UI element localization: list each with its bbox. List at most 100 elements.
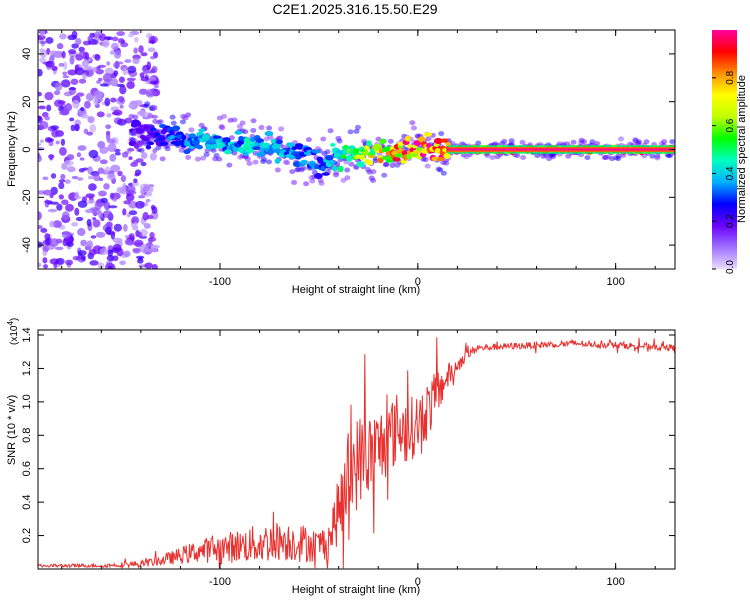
signal-mark <box>196 144 204 150</box>
noise-mark <box>102 39 110 48</box>
signal-halo-mark <box>303 181 310 187</box>
y-tick-label: 1.0 <box>21 394 33 409</box>
signal-halo-mark <box>221 113 228 119</box>
noise-mark <box>112 243 122 251</box>
x-tick-label: -100 <box>209 576 231 588</box>
noise-mark <box>105 132 111 141</box>
noise-mark <box>139 72 145 78</box>
signal-mark <box>262 142 270 148</box>
noise-mark <box>151 264 158 269</box>
noise-mark <box>104 166 111 173</box>
noise-mark <box>128 210 138 216</box>
signal-mark <box>433 137 443 145</box>
signal-mark <box>340 154 347 159</box>
signal-mark <box>198 128 206 133</box>
colorbar-tick-label: 0.0 <box>725 260 736 274</box>
signal-halo-mark <box>336 138 343 144</box>
noise-mark <box>103 183 110 190</box>
noise-mark <box>137 232 143 238</box>
signal-halo-mark <box>438 131 445 137</box>
noise-mark <box>44 200 53 204</box>
noise-mark <box>82 51 88 60</box>
noise-mark <box>56 43 64 50</box>
noise-mark <box>94 201 102 211</box>
noise-mark <box>92 219 101 228</box>
noise-mark <box>63 160 74 167</box>
y-tick-label: 20 <box>21 96 33 108</box>
noise-mark <box>53 99 64 108</box>
noise-mark <box>75 37 82 45</box>
noise-mark <box>102 210 113 218</box>
x-tick-label: 100 <box>606 276 624 288</box>
noise-mark <box>102 73 113 83</box>
x-tick-label: -100 <box>209 276 231 288</box>
signal-mark <box>392 156 401 162</box>
signal-mark <box>404 135 411 142</box>
noise-mark <box>38 142 42 147</box>
noise-mark <box>71 175 79 180</box>
signal-mark <box>313 173 323 179</box>
noise-mark <box>123 223 128 232</box>
noise-mark <box>60 79 71 88</box>
noise-mark <box>123 200 131 205</box>
noise-mark <box>111 111 120 116</box>
signal-mark <box>337 165 344 173</box>
noise-mark <box>77 145 87 151</box>
noise-mark <box>61 231 71 239</box>
noise-mark <box>142 70 149 75</box>
noise-mark <box>105 124 112 130</box>
signal-mark <box>201 134 211 141</box>
signal-halo-mark <box>239 120 246 126</box>
noise-mark <box>47 138 55 142</box>
noise-mark <box>128 103 136 109</box>
noise-mark <box>80 114 90 119</box>
noise-mark <box>139 244 150 254</box>
noise-mark <box>87 175 95 180</box>
signal-halo-mark <box>170 120 177 126</box>
signal-mark <box>321 172 330 176</box>
signal-halo-mark <box>128 136 135 142</box>
signal-mark <box>135 127 145 134</box>
noise-mark <box>44 116 50 121</box>
noise-mark <box>39 57 47 63</box>
noise-mark <box>125 193 135 202</box>
noise-mark <box>128 156 133 161</box>
noise-mark <box>106 36 113 41</box>
noise-mark <box>97 262 105 269</box>
noise-mark <box>104 67 114 75</box>
signal-halo-mark <box>437 167 444 173</box>
noise-mark <box>88 183 97 191</box>
noise-mark <box>81 255 86 261</box>
noise-mark <box>82 72 87 80</box>
y-tick-label: 0 <box>21 146 33 152</box>
noise-mark <box>65 259 74 266</box>
signal-mark <box>379 138 387 145</box>
signal-halo-mark <box>520 154 527 160</box>
noise-mark <box>66 166 76 173</box>
signal-halo-mark <box>584 155 591 161</box>
signal-halo-mark <box>347 129 354 135</box>
signal-halo-mark <box>147 113 154 119</box>
colorbar-tick-label: 0.8 <box>725 70 736 84</box>
noise-mark <box>72 99 80 109</box>
snr-series-line <box>38 337 675 569</box>
signal-halo-mark <box>242 129 249 135</box>
noise-mark <box>146 88 156 97</box>
noise-mark <box>132 57 140 65</box>
noise-mark <box>76 152 82 158</box>
signal-halo-mark <box>198 122 205 128</box>
noise-mark <box>84 68 94 77</box>
signal-halo-mark <box>132 114 139 120</box>
signal-mark <box>434 147 442 154</box>
noise-mark <box>95 68 104 75</box>
noise-mark <box>107 143 117 153</box>
signal-mark <box>274 158 281 164</box>
signal-halo-mark <box>440 170 447 176</box>
signal-mark <box>183 149 191 155</box>
noise-mark <box>140 52 148 57</box>
signal-halo-mark <box>370 169 377 175</box>
noise-mark <box>138 45 144 54</box>
snr-multiplier: (x104) <box>6 318 20 345</box>
noise-mark <box>88 149 99 159</box>
signal-halo-mark <box>381 172 388 178</box>
